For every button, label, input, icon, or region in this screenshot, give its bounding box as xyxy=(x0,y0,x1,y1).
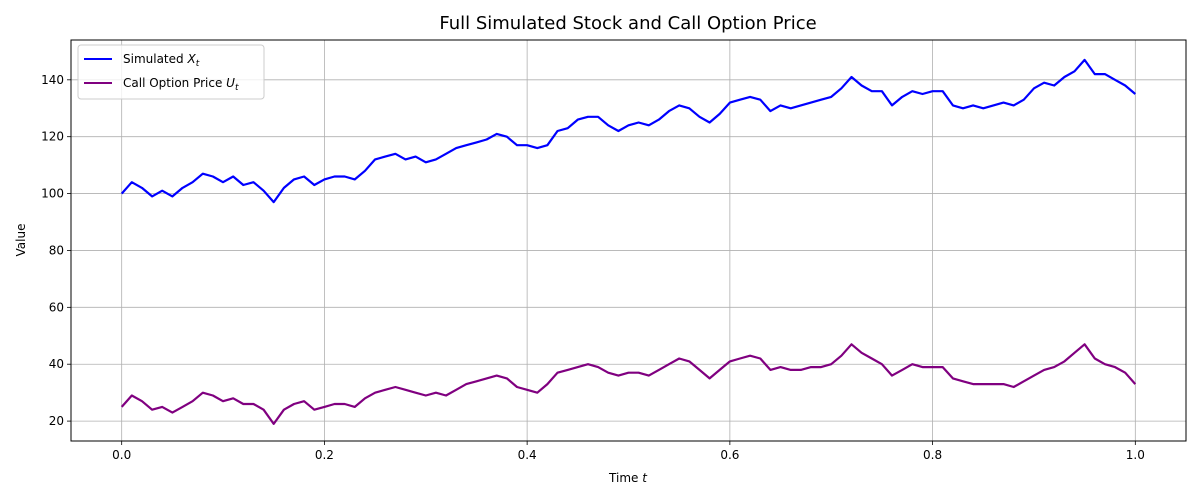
x-tick-label: 1.0 xyxy=(1126,448,1145,462)
y-tick-label: 80 xyxy=(49,243,64,257)
series-line-call-option xyxy=(120,343,1137,425)
y-tick-label: 20 xyxy=(49,414,64,428)
plot-frame xyxy=(70,39,1187,442)
y-axis: 20 40 60 80 100 120 140 xyxy=(41,73,71,428)
x-tick-label: 0.0 xyxy=(112,448,131,462)
grid xyxy=(71,40,1186,441)
legend: Simulated Xt Call Option Price Ut xyxy=(77,44,265,100)
legend-label: Call Option Price Ut xyxy=(123,76,239,93)
y-axis-label: Value xyxy=(14,224,28,257)
series-layer xyxy=(120,58,1137,425)
legend-label: Simulated Xt xyxy=(123,52,200,69)
legend-box xyxy=(77,44,265,100)
x-tick-label: 0.4 xyxy=(518,448,537,462)
x-tick-label: 0.6 xyxy=(720,448,739,462)
x-tick-label: 0.8 xyxy=(923,448,942,462)
y-tick-label: 60 xyxy=(49,300,64,314)
x-tick-label: 0.2 xyxy=(315,448,334,462)
y-tick-label: 140 xyxy=(41,73,64,87)
series-line-stock xyxy=(120,58,1137,204)
x-axis: 0.0 0.2 0.4 0.6 0.8 1.0 xyxy=(112,441,1145,462)
y-tick-label: 100 xyxy=(41,187,64,201)
chart-title: Full Simulated Stock and Call Option Pri… xyxy=(439,13,816,34)
y-tick-label: 120 xyxy=(41,130,64,144)
y-tick-label: 40 xyxy=(49,357,64,371)
x-axis-label: Time t xyxy=(608,471,648,485)
